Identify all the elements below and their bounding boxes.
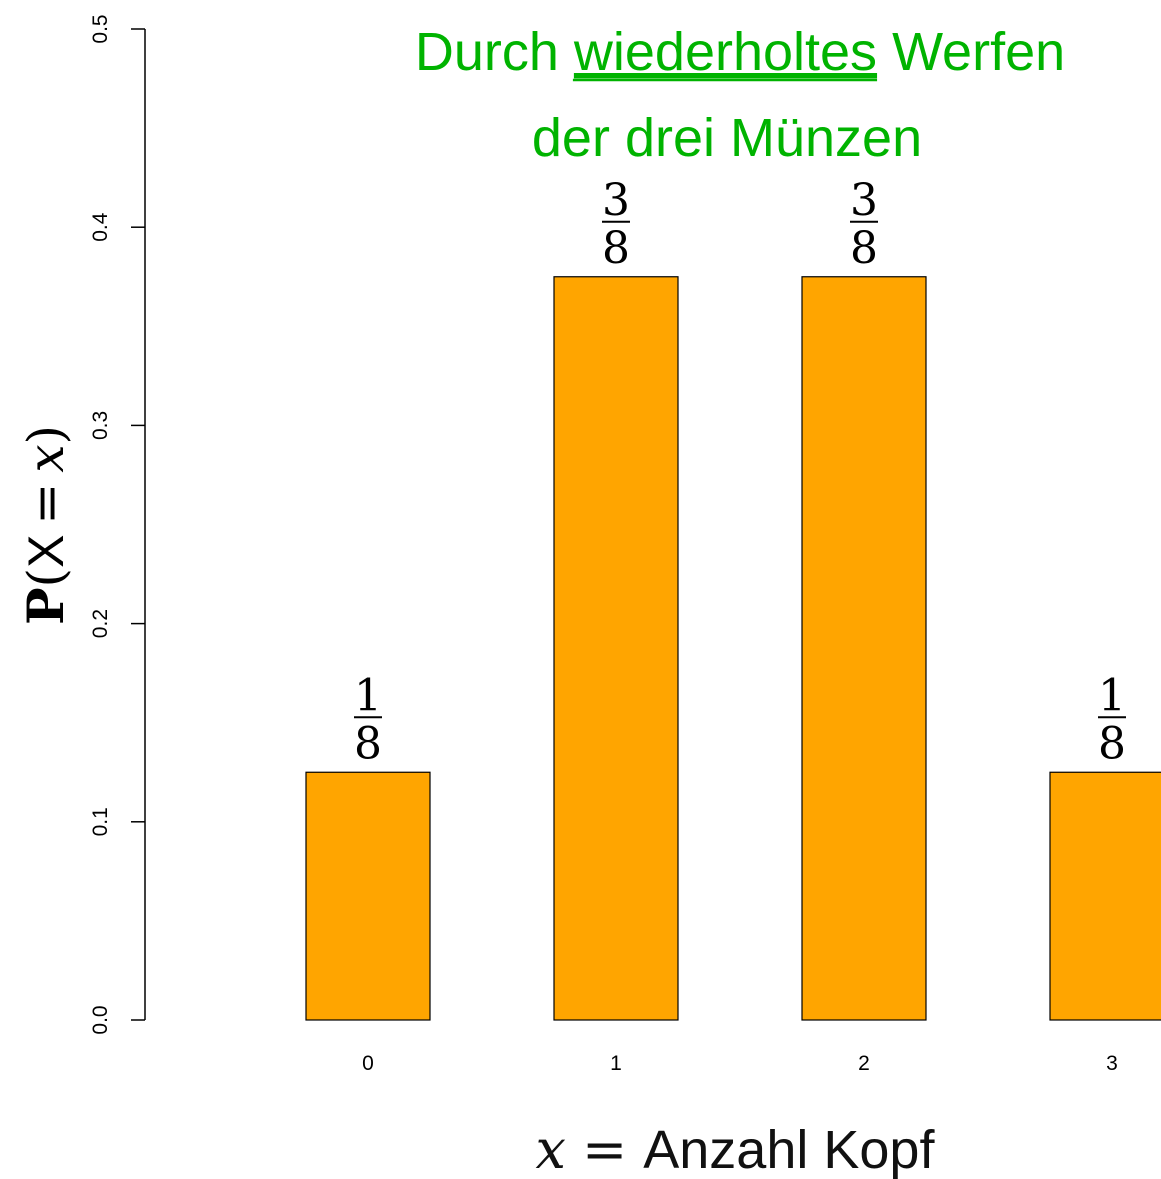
value-label-3: 18 (1098, 670, 1126, 769)
y-tick-label: 0.1 (89, 807, 112, 836)
svg-text:P(X=x): P(X = x) (16, 425, 75, 625)
y-tick-label: 0.2 (89, 609, 112, 638)
fraction-denominator: 8 (1098, 718, 1126, 769)
fraction-denominator: 8 (602, 223, 630, 274)
y-label-open-paren: ( (17, 568, 75, 588)
x-label-var: x (536, 1118, 566, 1179)
value-label-0: 18 (354, 670, 382, 769)
bars (305, 276, 1161, 1021)
chart-title-line-2: der drei Münzen (532, 108, 922, 168)
y-tick-label: 0.3 (89, 411, 112, 440)
x-tick-label-2: 2 (858, 1052, 870, 1075)
y-label-close-paren: ) (17, 425, 75, 445)
x-label-text: Anzahl Kopf (643, 1120, 935, 1179)
x-tick-label-3: 3 (1106, 1052, 1118, 1075)
x-tick-labels: 0 1 2 3 (362, 1052, 1118, 1075)
y-tick-label: 0.4 (89, 212, 112, 242)
y-axis-label: P(X = x) (16, 425, 75, 625)
fraction-numerator: 3 (850, 175, 878, 226)
bar-2 (801, 276, 927, 1021)
fraction-denominator: 8 (850, 223, 878, 274)
chart-title-line-1: Durch wiederholtes Werfen (415, 22, 1065, 82)
y-tick-label: 0.0 (89, 1005, 112, 1034)
bar-3 (1049, 771, 1161, 1021)
value-label-1: 38 (602, 175, 630, 274)
y-label-equals: = (17, 483, 75, 525)
fraction-numerator: 3 (602, 175, 630, 226)
value-label-2: 38 (850, 175, 878, 274)
fraction-numerator: 1 (354, 670, 382, 721)
x-label-equals: = (582, 1118, 627, 1179)
x-tick-label-1: 1 (610, 1052, 622, 1075)
x-axis-label: x = Anzahl Kopf (536, 1118, 936, 1179)
x-tick-label-0: 0 (362, 1052, 374, 1075)
fraction-denominator: 8 (354, 718, 382, 769)
chart-title: Durch wiederholtes Werfen der drei Münze… (415, 22, 1065, 168)
fraction-numerator: 1 (1098, 670, 1126, 721)
bar-0 (305, 771, 431, 1021)
y-label-X: X (18, 535, 74, 568)
y-axis: 0.0 0.1 0.2 0.3 0.4 0.5 (89, 14, 146, 1035)
bar-1 (553, 276, 679, 1021)
y-label-prob: P (16, 587, 75, 625)
y-tick-label: 0.5 (89, 14, 112, 43)
y-label-x: x (17, 444, 75, 472)
